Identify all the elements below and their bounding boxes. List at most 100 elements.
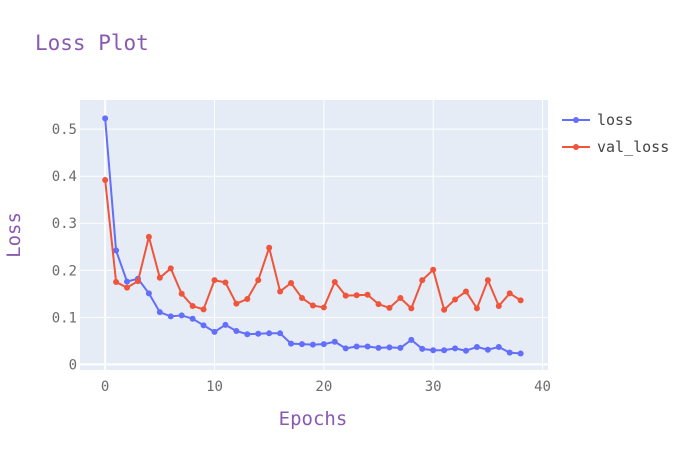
loss-point (233, 327, 240, 334)
tick-labels: 0 10 20 30 40 0 0.1 0.2 0.3 0.4 0.5 (52, 122, 551, 395)
loss-point (353, 343, 360, 350)
loss-point (156, 309, 163, 316)
val_loss-point (178, 290, 185, 297)
val_loss-point (266, 244, 273, 251)
val_loss-point (331, 279, 338, 286)
loss-point (452, 345, 459, 352)
x-axis-title: Epochs (279, 408, 348, 430)
loss-point (113, 247, 120, 254)
val_loss-point (517, 297, 524, 304)
y-tick-label: 0.5 (52, 122, 77, 138)
val_loss-point (255, 277, 262, 284)
val_loss-point (342, 292, 349, 299)
y-tick-label: 0.3 (52, 216, 77, 232)
loss-point (124, 278, 131, 285)
val_loss-point (320, 304, 327, 311)
loss-point (244, 331, 251, 338)
y-tick-label: 0.2 (52, 263, 77, 279)
loss-point (266, 330, 273, 337)
loss-point (342, 345, 349, 352)
val_loss-point (288, 279, 295, 286)
legend[interactable]: loss val_loss (562, 111, 669, 156)
loss-point (364, 343, 371, 350)
loss-point (200, 322, 207, 329)
val_loss-point (495, 303, 502, 310)
x-tick-label: 20 (315, 379, 332, 395)
loss-point (517, 350, 524, 357)
loss-point (386, 344, 393, 351)
y-axis-title: Loss (3, 212, 25, 258)
legend-label: loss (597, 111, 633, 129)
val_loss-point (124, 284, 131, 291)
val_loss-point (222, 279, 229, 286)
loss-point (484, 346, 491, 353)
loss-point (222, 321, 229, 328)
val_loss-point (397, 295, 404, 302)
y-tick-label: 0.4 (52, 169, 77, 185)
loss-point (419, 345, 426, 352)
x-tick-label: 30 (425, 379, 442, 395)
val_loss-point (452, 296, 459, 303)
x-tick-label: 0 (101, 379, 109, 395)
loss-point (178, 312, 185, 319)
y-tick-label: 0 (69, 357, 77, 373)
loss-point (375, 344, 382, 351)
val_loss-point (375, 301, 382, 308)
val_loss-point (473, 305, 480, 312)
val_loss-point (419, 277, 426, 284)
val_loss-point (309, 302, 316, 309)
val_loss-point (353, 292, 360, 299)
val_loss-point (211, 277, 218, 284)
loss-point (320, 341, 327, 348)
series-loss (102, 115, 524, 357)
y-tick-label: 0.1 (52, 310, 77, 326)
legend-swatch-marker (573, 117, 579, 123)
val_loss-point (156, 274, 163, 281)
legend-item-loss[interactable]: loss (562, 111, 633, 129)
val_loss-point (484, 277, 491, 284)
val_loss-point (386, 304, 393, 311)
loss-point (309, 341, 316, 348)
val_loss-point (364, 291, 371, 298)
val_loss-point (145, 233, 152, 240)
val_loss-point (277, 288, 284, 295)
loss-point (255, 330, 262, 337)
loss-point (102, 115, 109, 122)
loss-point (298, 341, 305, 348)
val_loss-point (430, 266, 437, 273)
val_loss-point (200, 306, 207, 313)
val_loss-point (189, 303, 196, 310)
legend-item-val_loss[interactable]: val_loss (562, 138, 669, 156)
val_loss-point (244, 295, 251, 302)
series-layer (102, 115, 524, 357)
val_loss-point (462, 288, 469, 295)
loss-point (441, 347, 448, 354)
val_loss-point (102, 176, 109, 183)
val_loss-point (441, 306, 448, 313)
loss-point (430, 347, 437, 354)
plot-area (80, 100, 548, 370)
val_loss-point (113, 279, 120, 286)
loss-point (145, 290, 152, 297)
x-tick-label: 40 (534, 379, 551, 395)
val_loss-point (233, 300, 240, 307)
val_loss-point (506, 290, 513, 297)
val_loss-point (408, 305, 415, 312)
loss-point (288, 340, 295, 347)
loss-point (495, 343, 502, 350)
loss-point (277, 330, 284, 337)
loss-point (331, 338, 338, 345)
val_loss-point (134, 278, 141, 285)
loss-point (189, 315, 196, 322)
loss-point (506, 349, 513, 356)
loss-point (397, 344, 404, 351)
loss-point (462, 347, 469, 354)
val_loss-point (298, 295, 305, 302)
val_loss-point (167, 265, 174, 272)
loss-point (167, 313, 174, 320)
chart-title: Loss Plot (35, 31, 149, 55)
loss-point (473, 343, 480, 350)
series-val_loss (102, 176, 524, 313)
